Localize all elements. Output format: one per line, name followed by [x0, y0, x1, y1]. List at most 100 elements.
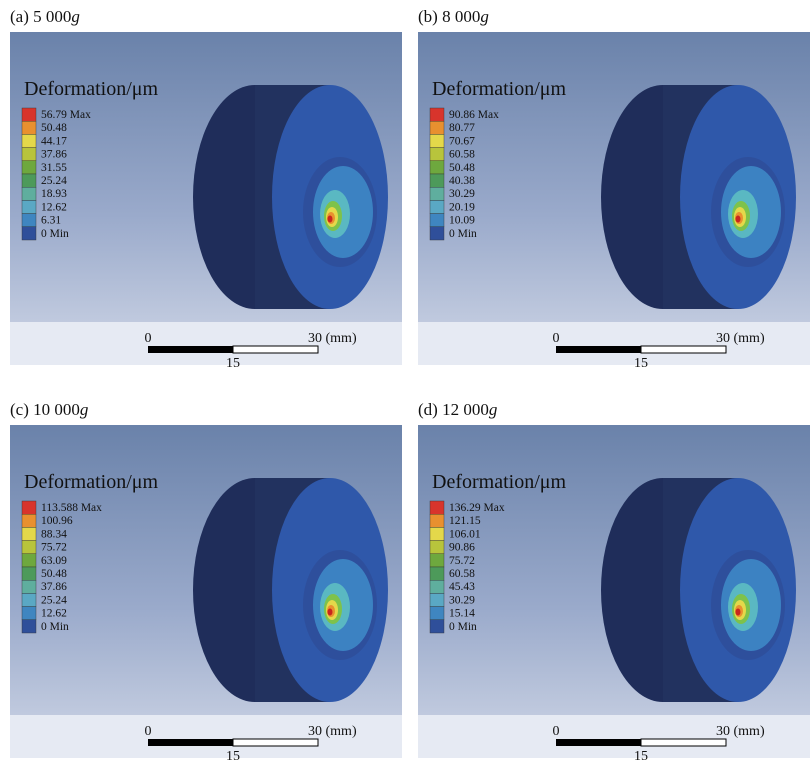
legend-swatch	[22, 580, 36, 593]
panel-label: (b) 8 000g	[418, 7, 489, 26]
legend-swatch	[22, 108, 36, 121]
legend-swatch	[430, 554, 444, 567]
scale-end: 30 (mm)	[716, 331, 765, 346]
legend-swatch	[22, 148, 36, 161]
legend-label: 50.48	[41, 568, 67, 580]
scale-start: 0	[553, 724, 560, 739]
legend-label: 10.09	[449, 215, 475, 227]
panel-label-unit: g	[71, 7, 80, 26]
ring	[736, 609, 741, 616]
panel-label-text: (a) 5 000	[10, 7, 71, 26]
legend-swatch	[430, 620, 444, 633]
legend-label: 75.72	[449, 555, 475, 567]
legend-title: Deformation/μm	[24, 78, 158, 100]
panel-label-unit: g	[80, 400, 89, 419]
legend-label: 121.15	[449, 515, 481, 527]
panel-label: (c) 10 000g	[10, 400, 88, 419]
panel-label-text: (c) 10 000	[10, 400, 80, 419]
legend-label: 100.96	[41, 515, 73, 527]
legend-label: 0 Min	[41, 228, 69, 240]
scale-bar-white	[233, 739, 318, 746]
legend-label: 90.86 Max	[449, 109, 499, 121]
legend-swatch	[430, 148, 444, 161]
legend-label: 70.67	[449, 135, 475, 147]
panel-label: (d) 12 000g	[418, 400, 497, 419]
legend-swatch	[22, 527, 36, 540]
legend-label: 75.72	[41, 542, 67, 554]
scale-mid: 15	[226, 356, 240, 371]
scale-bar-white	[233, 346, 318, 353]
legend-swatch	[22, 501, 36, 514]
panel-label: (a) 5 000g	[10, 7, 80, 26]
legend-swatch	[22, 174, 36, 187]
scale-bar-black	[148, 739, 233, 746]
scale-bar-black	[556, 739, 641, 746]
scale-end: 30 (mm)	[716, 724, 765, 739]
legend-swatch	[430, 108, 444, 121]
scale-mid: 15	[226, 749, 240, 763]
legend-title: Deformation/μm	[432, 471, 566, 493]
panel-label-unit: g	[489, 400, 498, 419]
legend-swatch	[430, 174, 444, 187]
legend-swatch	[22, 227, 36, 240]
legend-label: 60.58	[449, 149, 475, 161]
scale-bar-black	[556, 346, 641, 353]
legend-swatch	[22, 567, 36, 580]
legend-swatch	[22, 541, 36, 554]
legend-label: 0 Min	[41, 621, 69, 633]
legend-swatch	[22, 187, 36, 200]
legend-swatch	[22, 514, 36, 527]
legend-swatch	[430, 527, 444, 540]
legend-title: Deformation/μm	[432, 78, 566, 100]
legend-swatch	[22, 593, 36, 606]
legend-swatch	[430, 200, 444, 213]
legend-label: 136.29 Max	[449, 502, 505, 514]
legend-label: 15.14	[449, 608, 475, 620]
legend-label: 30.29	[449, 188, 475, 200]
legend-label: 50.48	[449, 162, 475, 174]
figure: Deformation/μm 56.79 Max 50.48 44.17 37.86 31…	[0, 0, 810, 763]
legend-label: 88.34	[41, 528, 67, 540]
scale-start: 0	[145, 331, 152, 346]
panel-label-text: (b) 8 000	[418, 7, 480, 26]
ring	[328, 609, 333, 616]
legend-label: 37.86	[41, 581, 67, 593]
legend-label: 25.24	[41, 175, 67, 187]
legend-label: 31.55	[41, 162, 67, 174]
ring	[736, 216, 741, 223]
legend-label: 63.09	[41, 555, 67, 567]
legend-label: 30.29	[449, 594, 475, 606]
legend-swatch	[430, 580, 444, 593]
legend-swatch	[22, 554, 36, 567]
legend-label: 40.38	[449, 175, 475, 187]
legend-label: 0 Min	[449, 228, 477, 240]
legend-label: 90.86	[449, 542, 475, 554]
legend-label: 113.588 Max	[41, 502, 102, 514]
legend-swatch	[22, 620, 36, 633]
legend-swatch	[430, 514, 444, 527]
legend-label: 20.19	[449, 201, 475, 213]
legend-label: 45.43	[449, 581, 475, 593]
legend-label: 0 Min	[449, 621, 477, 633]
legend-label: 12.62	[41, 201, 67, 213]
legend-swatch	[430, 593, 444, 606]
legend-swatch	[430, 567, 444, 580]
scale-start: 0	[553, 331, 560, 346]
legend-swatch	[22, 214, 36, 227]
scale-bar-white	[641, 739, 726, 746]
legend-swatch	[430, 607, 444, 620]
legend-label: 18.93	[41, 188, 67, 200]
legend-swatch	[430, 501, 444, 514]
legend-label: 56.79 Max	[41, 109, 91, 121]
legend-swatch	[430, 134, 444, 147]
legend-swatch	[22, 200, 36, 213]
ring	[328, 216, 333, 223]
legend-swatch	[22, 121, 36, 134]
scale-end: 30 (mm)	[308, 724, 357, 739]
scale-end: 30 (mm)	[308, 331, 357, 346]
legend-label: 44.17	[41, 135, 67, 147]
